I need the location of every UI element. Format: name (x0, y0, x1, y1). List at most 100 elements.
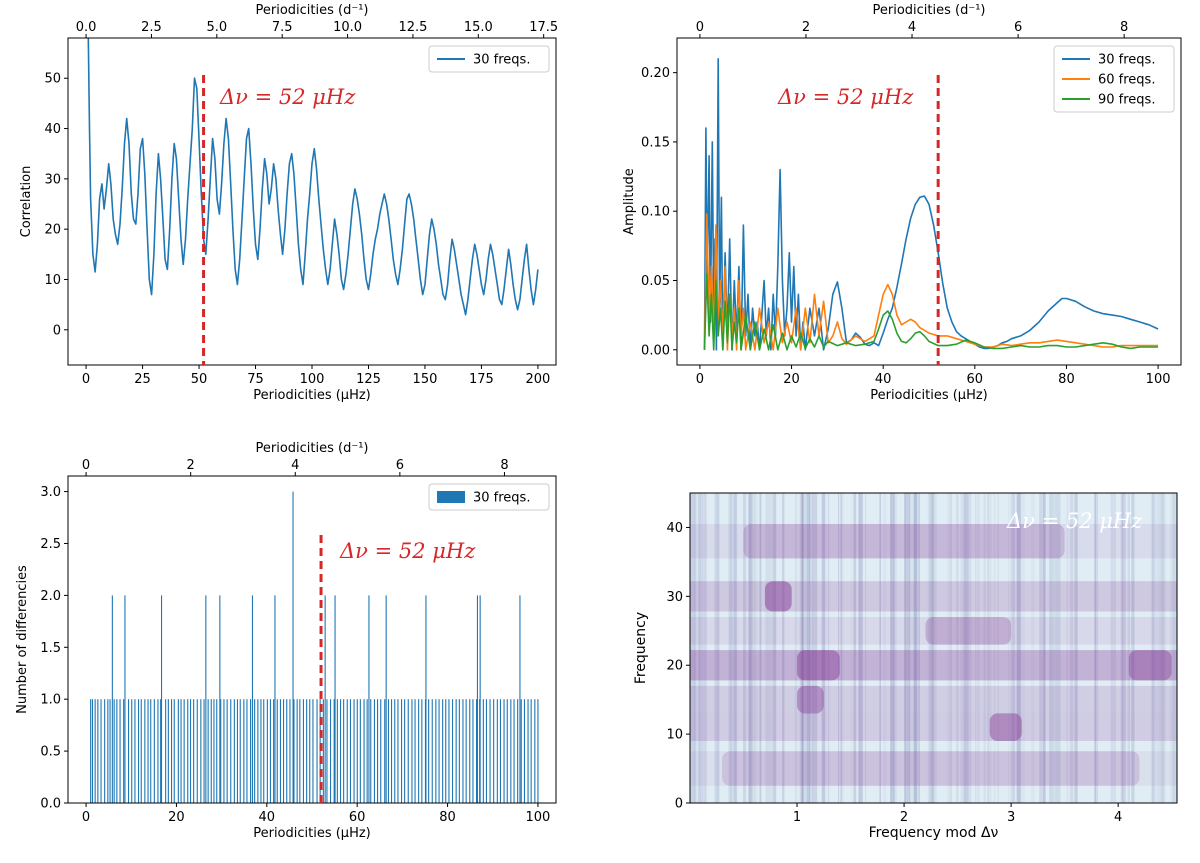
heatmap-streak (929, 493, 932, 803)
heatmap-streak (758, 493, 761, 803)
bar (161, 595, 163, 803)
bar (293, 699, 295, 803)
bars (90, 491, 539, 803)
x2-tick-label: 2 (187, 458, 195, 473)
bar (455, 699, 457, 803)
heatmap-band (690, 581, 1177, 612)
bar (150, 699, 152, 803)
x-tick-label: 3 (1007, 810, 1015, 825)
bar (205, 595, 207, 803)
legend: 30 freqs. (428, 483, 550, 511)
bar (273, 699, 275, 803)
bar (260, 699, 262, 803)
bar (157, 699, 159, 803)
heatmap-streak (1019, 493, 1022, 803)
legend-box (428, 483, 550, 511)
heatmap-streak (748, 493, 753, 803)
axes-frame (689, 492, 1178, 804)
heatmap-streak (1044, 493, 1046, 803)
x-tick-label: 80 (439, 810, 456, 825)
legend: 30 freqs. 60 freqs. 90 freqs. (1053, 45, 1175, 113)
bar (220, 699, 222, 803)
bar (266, 699, 268, 803)
x-axis-label: Periodicities (μHz) (253, 826, 371, 841)
x2-axis-label: Periodicities (d⁻¹) (256, 3, 369, 18)
heatmap-band (690, 617, 1177, 645)
bar (506, 699, 508, 803)
x-tick-label: 200 (526, 372, 551, 387)
bar (482, 699, 484, 803)
heatmap-streak (1094, 493, 1096, 803)
bar (448, 699, 450, 803)
heatmap-streak (1131, 493, 1135, 803)
heatmap-streak (691, 493, 695, 803)
heatmap-streak (728, 493, 732, 803)
bar (380, 699, 382, 803)
bar (384, 699, 386, 803)
bar (465, 699, 467, 803)
bar (333, 699, 335, 803)
heatmap-streak (744, 493, 747, 803)
bar (499, 699, 501, 803)
bar (428, 699, 430, 803)
heatmap-streak (890, 493, 892, 803)
heatmap-streak (701, 493, 704, 803)
bar (377, 699, 379, 803)
x-tick-label: 20 (783, 372, 800, 387)
heatmap-streak (1010, 493, 1012, 803)
heatmap-streak (731, 493, 734, 803)
heatmap-streak (1039, 493, 1043, 803)
heatmap-streak (765, 493, 769, 803)
bar (324, 595, 326, 803)
heatmap-streak (1094, 493, 1096, 803)
bar (316, 699, 318, 803)
heatmap-streak (704, 493, 707, 803)
heatmap-streak (802, 493, 805, 803)
bar (353, 699, 355, 803)
bar (319, 699, 321, 803)
y-tick-label: 20 (44, 223, 61, 238)
bar (210, 699, 212, 803)
y-tick-label: 0.00 (641, 343, 670, 358)
heatmap-band (690, 713, 1177, 741)
heatmap-hotspot (743, 524, 1065, 559)
y-tick-label: 0 (53, 323, 61, 338)
x2-axis-label: Periodicities (d⁻¹) (873, 3, 986, 18)
heatmap-hotspot (1128, 650, 1172, 681)
x-tick-label: 100 (300, 372, 325, 387)
bar (283, 699, 285, 803)
heatmap-streak (956, 493, 959, 803)
heatmap-streak (918, 493, 920, 803)
x-axis-label: Frequency mod Δν (869, 825, 999, 841)
heatmap-streak (772, 493, 777, 803)
legend-swatch (437, 491, 465, 503)
x2-tick-label: 8 (1120, 20, 1128, 35)
bar (306, 699, 308, 803)
heatmap-streak (967, 493, 969, 803)
heatmap-streak (1055, 493, 1059, 803)
bar (243, 699, 245, 803)
heatmap-streak (731, 493, 733, 803)
heatmap-streak (755, 493, 757, 803)
heatmap-streak (808, 493, 810, 803)
heatmap-streak (1155, 493, 1158, 803)
axes-frame (67, 475, 557, 804)
heatmap-streak (1021, 493, 1025, 803)
heatmap-streak (717, 493, 720, 803)
heatmap-streak (729, 493, 731, 803)
heatmap-streak (794, 493, 797, 803)
legend-box (1053, 45, 1175, 113)
bar (91, 699, 93, 803)
heatmap-streak (1110, 493, 1113, 803)
bar (109, 699, 111, 803)
heatmap-streak (714, 493, 719, 803)
legend-label: 30 freqs. (473, 53, 530, 68)
heatmap-streak (967, 493, 972, 803)
heatmap-streak (698, 493, 701, 803)
panel-fourier-amplitude: 0 20 40 60 80 100 0.00 0.05 0.10 0.15 0.20 0 2 4 6 8 Per… (622, 3, 1182, 403)
legend-label: 90 freqs. (1098, 93, 1155, 108)
x-tick-label: 40 (875, 372, 892, 387)
bar (356, 699, 358, 803)
heatmap-streak (771, 493, 773, 803)
bar (527, 699, 529, 803)
